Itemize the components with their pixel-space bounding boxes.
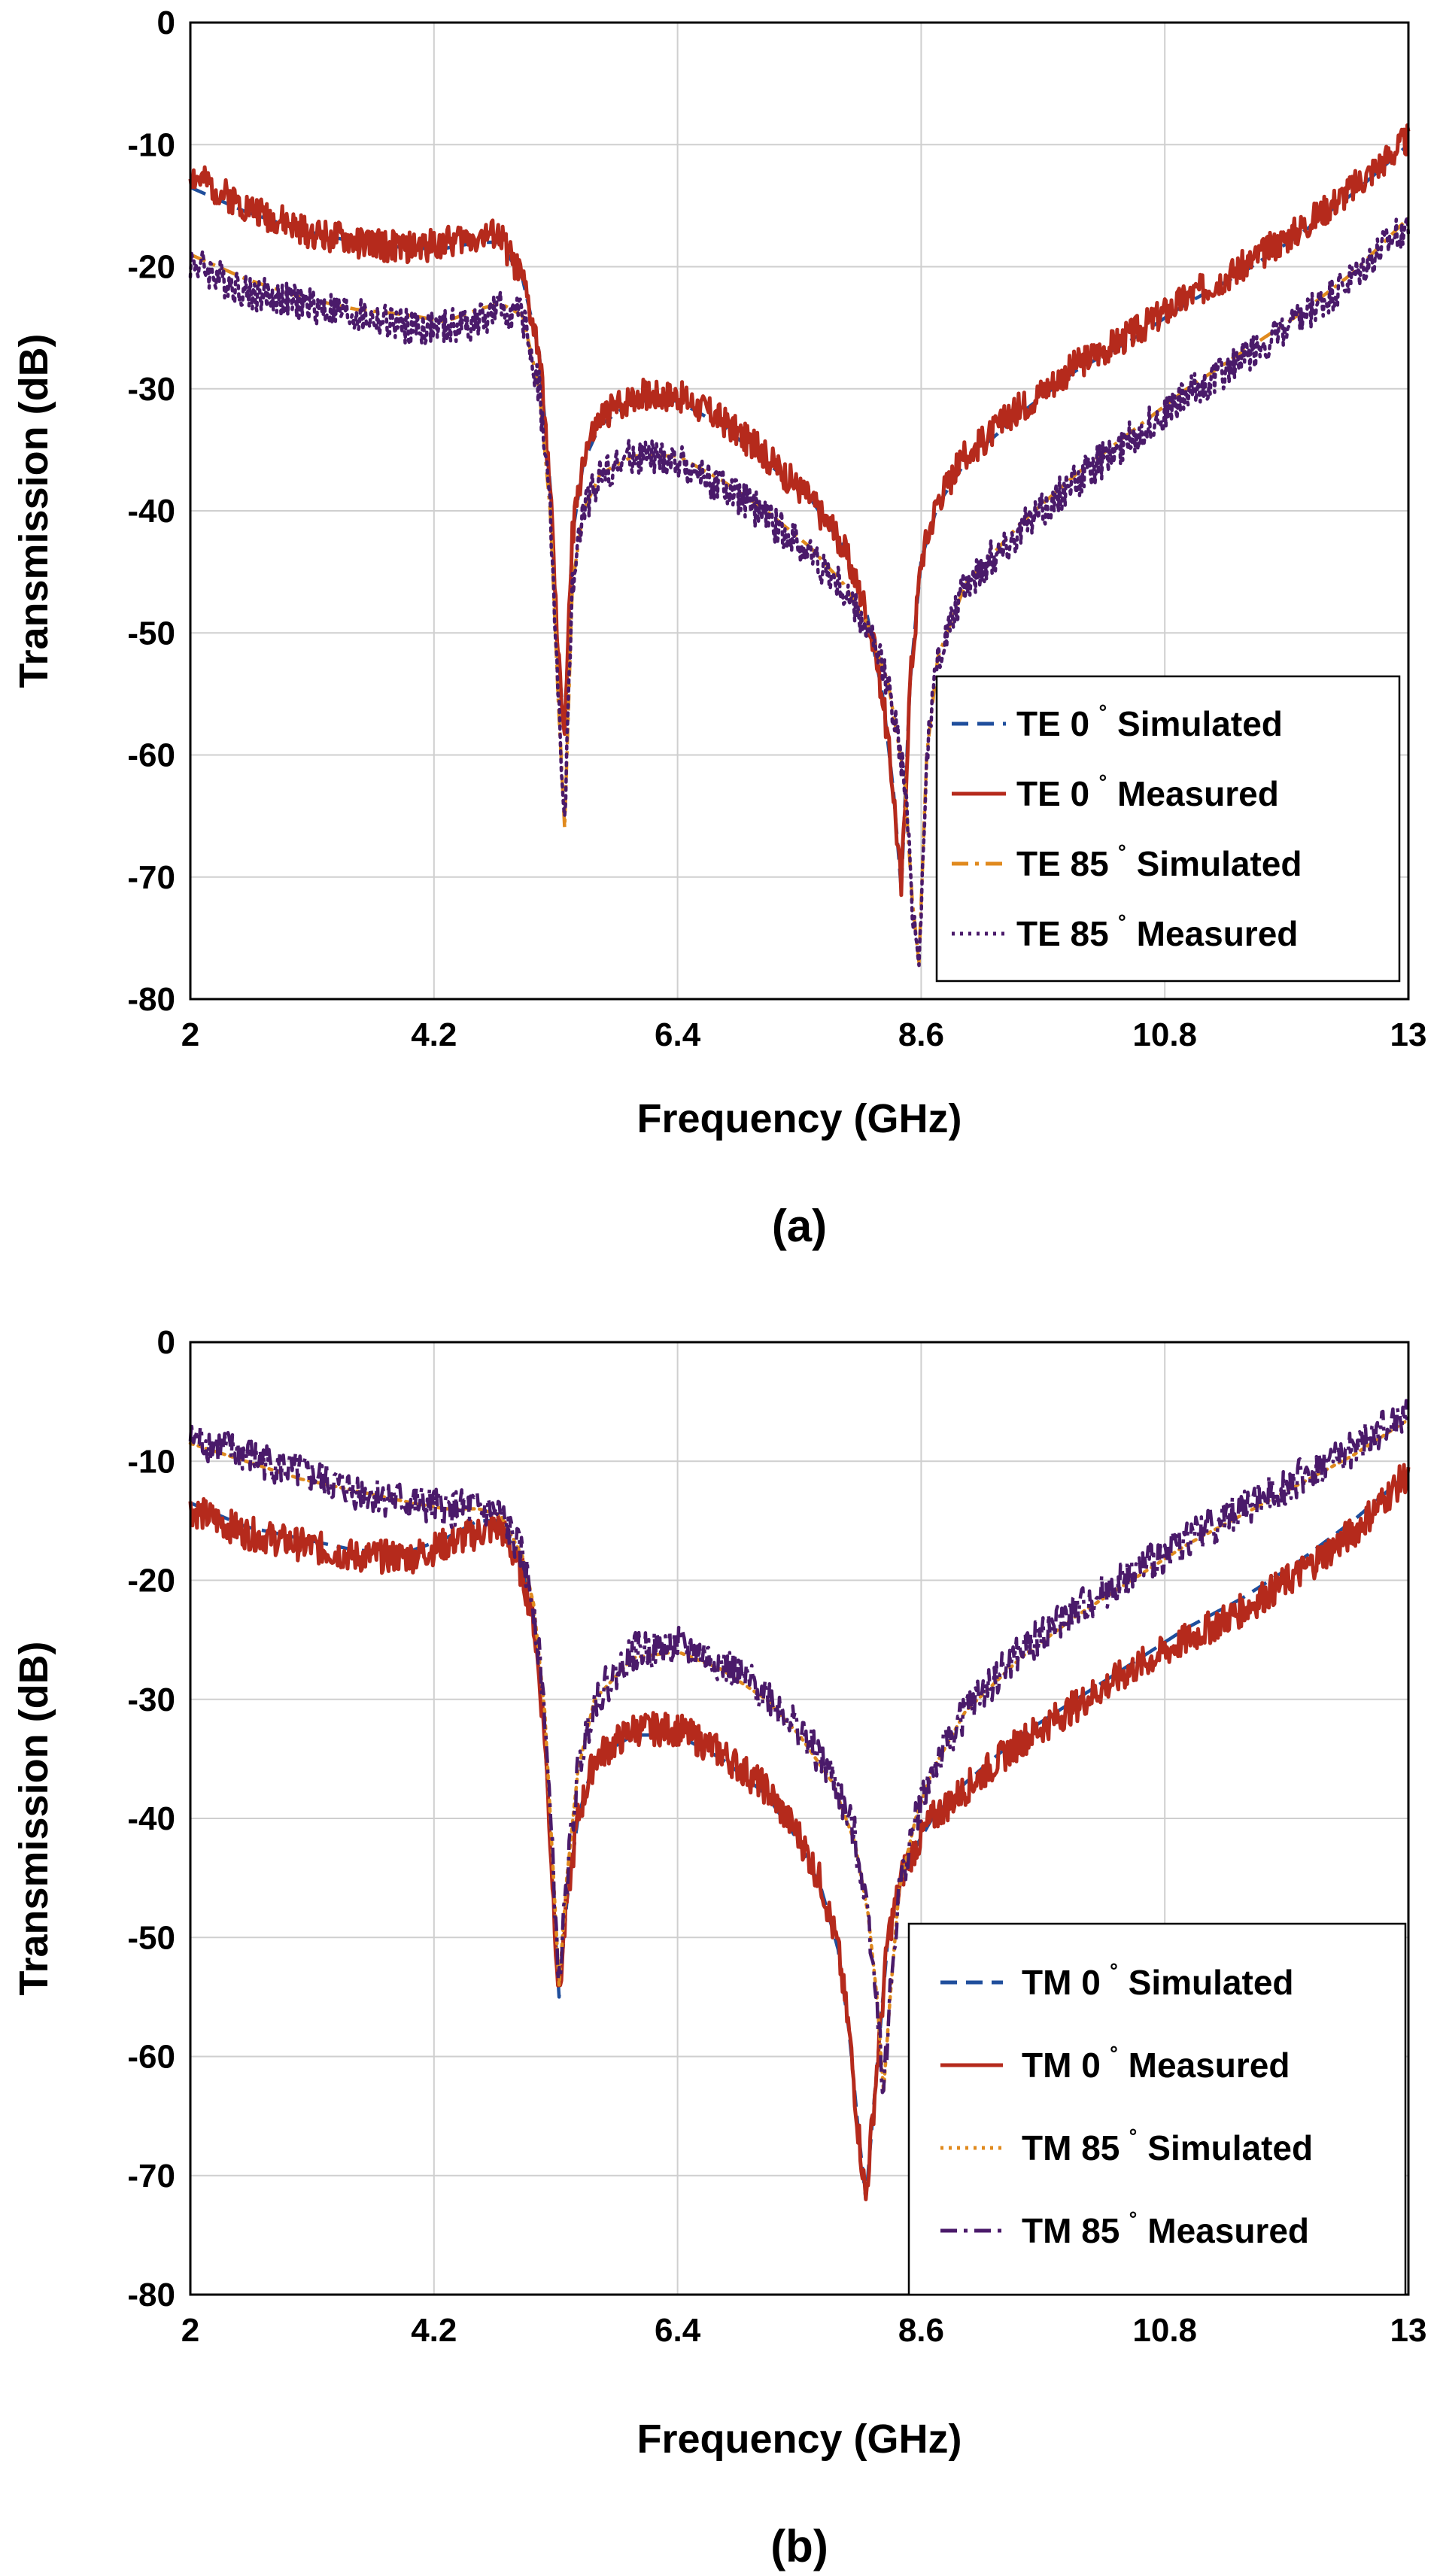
series-line-b-3 [188, 1399, 1410, 2095]
series-line-a-3 [188, 216, 1411, 968]
legend-label-a-1: TE 0 ˚ Measured [1016, 773, 1279, 813]
x-tick-label: 6.4 [655, 2312, 701, 2349]
legend-b: TM 0 ˚ Simulated TM 0 ˚ Measured TM 85 ˚ S… [907, 1922, 1407, 2296]
legend-box-b [907, 1922, 1407, 2296]
panel-label-a: (a) [772, 1201, 827, 1251]
panel-label-b: (b) [770, 2521, 828, 2571]
plot-frame-b [189, 1341, 1410, 2296]
y-tick-label: -50 [127, 615, 175, 652]
y-tick-label: -80 [127, 981, 175, 1018]
legend-label-a-0: TE 0 ˚ Simulated [1016, 703, 1283, 743]
x-axis-label-b: Frequency (GHz) [636, 2417, 962, 2462]
x-tick-labels-a: 2 4.2 6.4 8.6 10.8 13 [181, 1016, 1427, 1053]
y-tick-label: -40 [127, 493, 175, 530]
legend-label-b-0: TM 0 ˚ Simulated [1022, 1961, 1294, 2002]
x-tick-label: 4.2 [411, 2312, 457, 2349]
y-tick-labels-b: 0 -10 -20 -30 -40 -50 -60 -70 -80 [127, 1324, 175, 2313]
series-line-a-1 [188, 123, 1411, 898]
y-tick-label: -10 [127, 126, 175, 163]
y-axis-label-a: Transmission (dB) [11, 333, 56, 688]
y-tick-label: -80 [127, 2277, 175, 2313]
x-tick-label: 4.2 [411, 1016, 457, 1053]
legend-label-a-2: TE 85 ˚ Simulated [1016, 843, 1302, 883]
legend-label-b-1: TM 0 ˚ Measured [1022, 2044, 1290, 2085]
y-tick-label: 0 [157, 1324, 175, 1361]
legend-a: TE 0 ˚ Simulated TE 0 ˚ Measured TE 85 ˚ S… [935, 675, 1401, 983]
x-tick-label: 13 [1390, 2312, 1427, 2349]
y-tick-label: -30 [127, 1681, 175, 1718]
x-tick-label: 6.4 [655, 1016, 701, 1053]
legend-label-b-2: TM 85 ˚ Simulated [1022, 2127, 1313, 2167]
y-tick-label: -70 [127, 859, 175, 896]
y-tick-label: -60 [127, 737, 175, 774]
y-tick-label: -10 [127, 1443, 175, 1480]
chart-panel-b: 2 4.2 6.4 8.6 10.8 13 0 -10 -20 -30 -40 -50 -60 -70 -… [11, 1324, 1426, 2571]
y-axis-label-b: Transmission (dB) [11, 1641, 56, 1995]
legend-box-a [935, 675, 1401, 983]
y-tick-label: -60 [127, 2039, 175, 2076]
series-layer-b [188, 1399, 1411, 2201]
y-tick-label: -70 [127, 2158, 175, 2195]
chart-panel-a: 2 4.2 6.4 8.6 10.8 13 0 -10 -20 -30 -40 -50 -60 -70 -… [11, 5, 1426, 1251]
y-tick-label: -20 [127, 1563, 175, 1599]
legend-label-b-3: TM 85 ˚ Measured [1022, 2210, 1309, 2250]
x-tick-label: 2 [181, 2312, 199, 2349]
x-tick-label: 2 [181, 1016, 199, 1053]
y-tick-label: -50 [127, 1919, 175, 1956]
x-tick-label: 13 [1390, 1016, 1427, 1053]
y-tick-label: -20 [127, 249, 175, 286]
y-tick-labels-a: 0 -10 -20 -30 -40 -50 -60 -70 -80 [127, 5, 175, 1018]
y-tick-label: -30 [127, 371, 175, 408]
x-axis-label-a: Frequency (GHz) [636, 1096, 962, 1141]
series-layer-a [188, 123, 1411, 968]
x-tick-label: 10.8 [1132, 2312, 1197, 2349]
x-tick-labels-b: 2 4.2 6.4 8.6 10.8 13 [181, 2312, 1427, 2349]
plot-frame-a [189, 21, 1410, 1001]
x-tick-label: 10.8 [1132, 1016, 1197, 1053]
series-line-b-1 [188, 1463, 1411, 2201]
x-tick-label: 8.6 [898, 2312, 944, 2349]
y-tick-label: -40 [127, 1800, 175, 1837]
legend-label-a-3: TE 85 ˚ Measured [1016, 913, 1298, 953]
x-tick-label: 8.6 [898, 1016, 944, 1053]
y-tick-label: 0 [157, 5, 175, 41]
